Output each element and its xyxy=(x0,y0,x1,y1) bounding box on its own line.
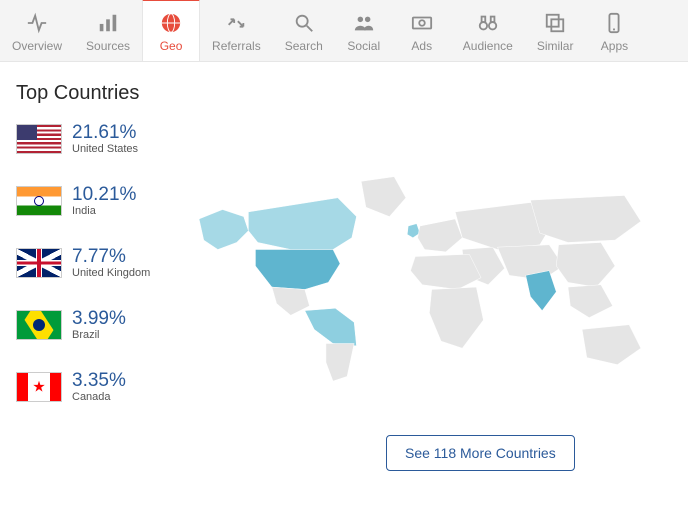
money-icon xyxy=(411,11,433,35)
country-item[interactable]: 21.61% United States xyxy=(16,123,186,155)
content: Top Countries 21.61% United States 10.21… xyxy=(0,62,688,433)
flag-in-icon xyxy=(16,186,62,216)
tab-overview[interactable]: Overview xyxy=(0,0,74,61)
tab-similar[interactable]: Similar xyxy=(525,0,586,61)
map-region-eu-west xyxy=(418,219,463,252)
country-name: Brazil xyxy=(72,329,126,341)
tab-audience[interactable]: Audience xyxy=(451,0,525,61)
flag-us-icon xyxy=(16,124,62,154)
tab-label: Audience xyxy=(463,39,513,53)
map-region-sa-north xyxy=(305,308,357,346)
arrows-icon xyxy=(225,11,247,35)
map-region-asia-se xyxy=(568,285,613,318)
map-area: See 118 More Countries xyxy=(186,123,672,433)
map-region-africa-s xyxy=(429,287,483,348)
section-title: Top Countries xyxy=(16,82,672,105)
tab-label: Geo xyxy=(160,39,183,53)
country-percent: 3.99% xyxy=(72,309,126,329)
map-region-asia-east xyxy=(556,242,615,287)
phone-icon xyxy=(603,11,625,35)
country-name: India xyxy=(72,205,136,217)
tab-label: Social xyxy=(347,39,380,53)
tab-ads[interactable]: Ads xyxy=(393,0,451,61)
tab-label: Referrals xyxy=(212,39,261,53)
tab-label: Overview xyxy=(12,39,62,53)
tab-social[interactable]: Social xyxy=(335,0,393,61)
country-name: Canada xyxy=(72,391,126,403)
country-list: 21.61% United States 10.21% India 7.77% … xyxy=(16,123,186,433)
tab-label: Apps xyxy=(601,39,628,53)
country-percent: 7.77% xyxy=(72,247,150,267)
map-region-africa-n xyxy=(411,254,482,289)
world-map xyxy=(192,123,662,423)
map-region-australia xyxy=(582,325,641,365)
map-region-india xyxy=(526,271,557,311)
map-region-greenland xyxy=(361,177,406,217)
map-region-na-mexico xyxy=(272,287,310,315)
map-region-na-usa xyxy=(255,250,340,290)
country-name: United States xyxy=(72,143,138,155)
country-percent: 3.35% xyxy=(72,371,126,391)
flag-uk-icon xyxy=(16,248,62,278)
tab-referrals[interactable]: Referrals xyxy=(200,0,273,61)
country-name: United Kingdom xyxy=(72,267,150,279)
see-more-button[interactable]: See 118 More Countries xyxy=(386,435,575,471)
tab-label: Ads xyxy=(411,39,432,53)
tab-label: Search xyxy=(285,39,323,53)
country-item[interactable]: 7.77% United Kingdom xyxy=(16,247,186,279)
country-percent: 21.61% xyxy=(72,123,138,143)
binoculars-icon xyxy=(477,11,499,35)
tab-label: Sources xyxy=(86,39,130,53)
stacks-icon xyxy=(544,11,566,35)
country-item[interactable]: 3.35% Canada xyxy=(16,371,186,403)
flag-ca-icon xyxy=(16,372,62,402)
country-item[interactable]: 3.99% Brazil xyxy=(16,309,186,341)
map-region-asia-russia-e xyxy=(530,195,640,242)
bars-icon xyxy=(97,11,119,35)
tab-search[interactable]: Search xyxy=(273,0,335,61)
map-region-na-alaska xyxy=(199,210,248,250)
tab-apps[interactable]: Apps xyxy=(585,0,643,61)
tab-sources[interactable]: Sources xyxy=(74,0,142,61)
map-region-sa-south xyxy=(326,344,354,382)
flag-br-icon xyxy=(16,310,62,340)
tab-label: Similar xyxy=(537,39,574,53)
pulse-icon xyxy=(26,11,48,35)
magnifier-icon xyxy=(293,11,315,35)
people-icon xyxy=(353,11,375,35)
tab-geo[interactable]: Geo xyxy=(142,0,200,61)
country-item[interactable]: 10.21% India xyxy=(16,185,186,217)
country-percent: 10.21% xyxy=(72,185,136,205)
map-region-na-canada xyxy=(248,198,356,250)
nav-tabs: Overview Sources Geo Referrals Search Social A… xyxy=(0,0,688,62)
globe-icon xyxy=(160,11,182,35)
